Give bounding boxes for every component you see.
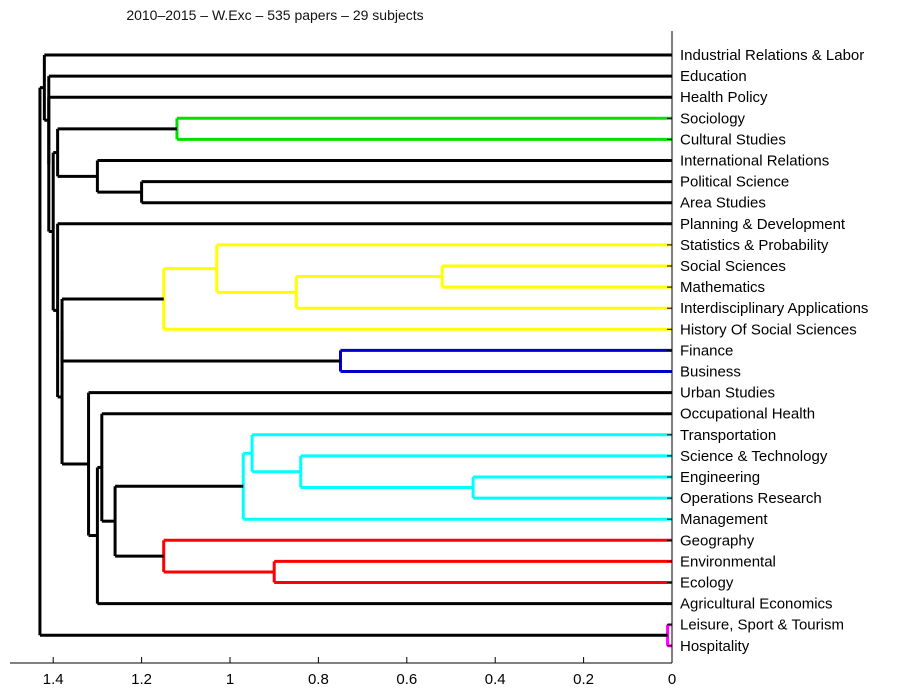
leaf-label: International Relations <box>680 153 829 170</box>
leaf-label: Industrial Relations & Labor <box>680 47 864 64</box>
leaf-label: Agricultural Economics <box>680 596 833 613</box>
leaf-label: Urban Studies <box>680 385 775 402</box>
leaf-label: Social Sciences <box>680 258 786 275</box>
x-tick-label: 0 <box>668 671 676 688</box>
leaf-label: History Of Social Sciences <box>680 321 857 338</box>
x-tick-label: 0.4 <box>485 671 506 688</box>
leaf-label: Political Science <box>680 174 789 191</box>
x-tick-label: 1.4 <box>43 671 64 688</box>
leaf-label: Geography <box>680 532 755 549</box>
leaf-label: Occupational Health <box>680 406 815 423</box>
leaf-label: Planning & Development <box>680 216 846 233</box>
leaf-label: Engineering <box>680 469 760 486</box>
x-tick-label: 0.2 <box>573 671 594 688</box>
dendrogram-links <box>38 53 672 648</box>
x-tick-label: 0.8 <box>308 671 329 688</box>
leaf-labels: Industrial Relations & Labor Education Hea… <box>667 47 868 655</box>
leaf-label: Leisure, Sport & Tourism <box>680 617 844 634</box>
x-axis: 1.4 1.2 1 0.8 0.6 0.4 0.2 0 <box>10 657 676 688</box>
leaf-label: Environmental <box>680 553 776 570</box>
page-title: 2010–2015 – W.Exc – 535 papers – 29 subj… <box>126 7 424 23</box>
leaf-label: Area Studies <box>680 195 766 212</box>
leaf-label: Business <box>680 364 741 381</box>
leaf-label: Operations Research <box>680 490 822 507</box>
leaf-label: Hospitality <box>680 638 750 655</box>
leaf-label: Mathematics <box>680 279 765 296</box>
leaf-label: Transportation <box>680 427 776 444</box>
leaf-label: Statistics & Probability <box>680 237 829 254</box>
leaf-label: Cultural Studies <box>680 131 786 148</box>
leaf-label: Science & Technology <box>680 448 828 465</box>
leaf-label: Finance <box>680 342 733 359</box>
x-tick-label: 1.2 <box>131 671 152 688</box>
leaf-label: Sociology <box>680 110 746 127</box>
x-tick-label: 1 <box>226 671 234 688</box>
leaf-label: Ecology <box>680 575 734 592</box>
leaf-label: Education <box>680 68 747 85</box>
leaf-label: Management <box>680 511 768 528</box>
leaf-label: Health Policy <box>680 89 768 106</box>
leaf-label: Interdisciplinary Applications <box>680 300 868 317</box>
x-tick-label: 0.6 <box>396 671 417 688</box>
